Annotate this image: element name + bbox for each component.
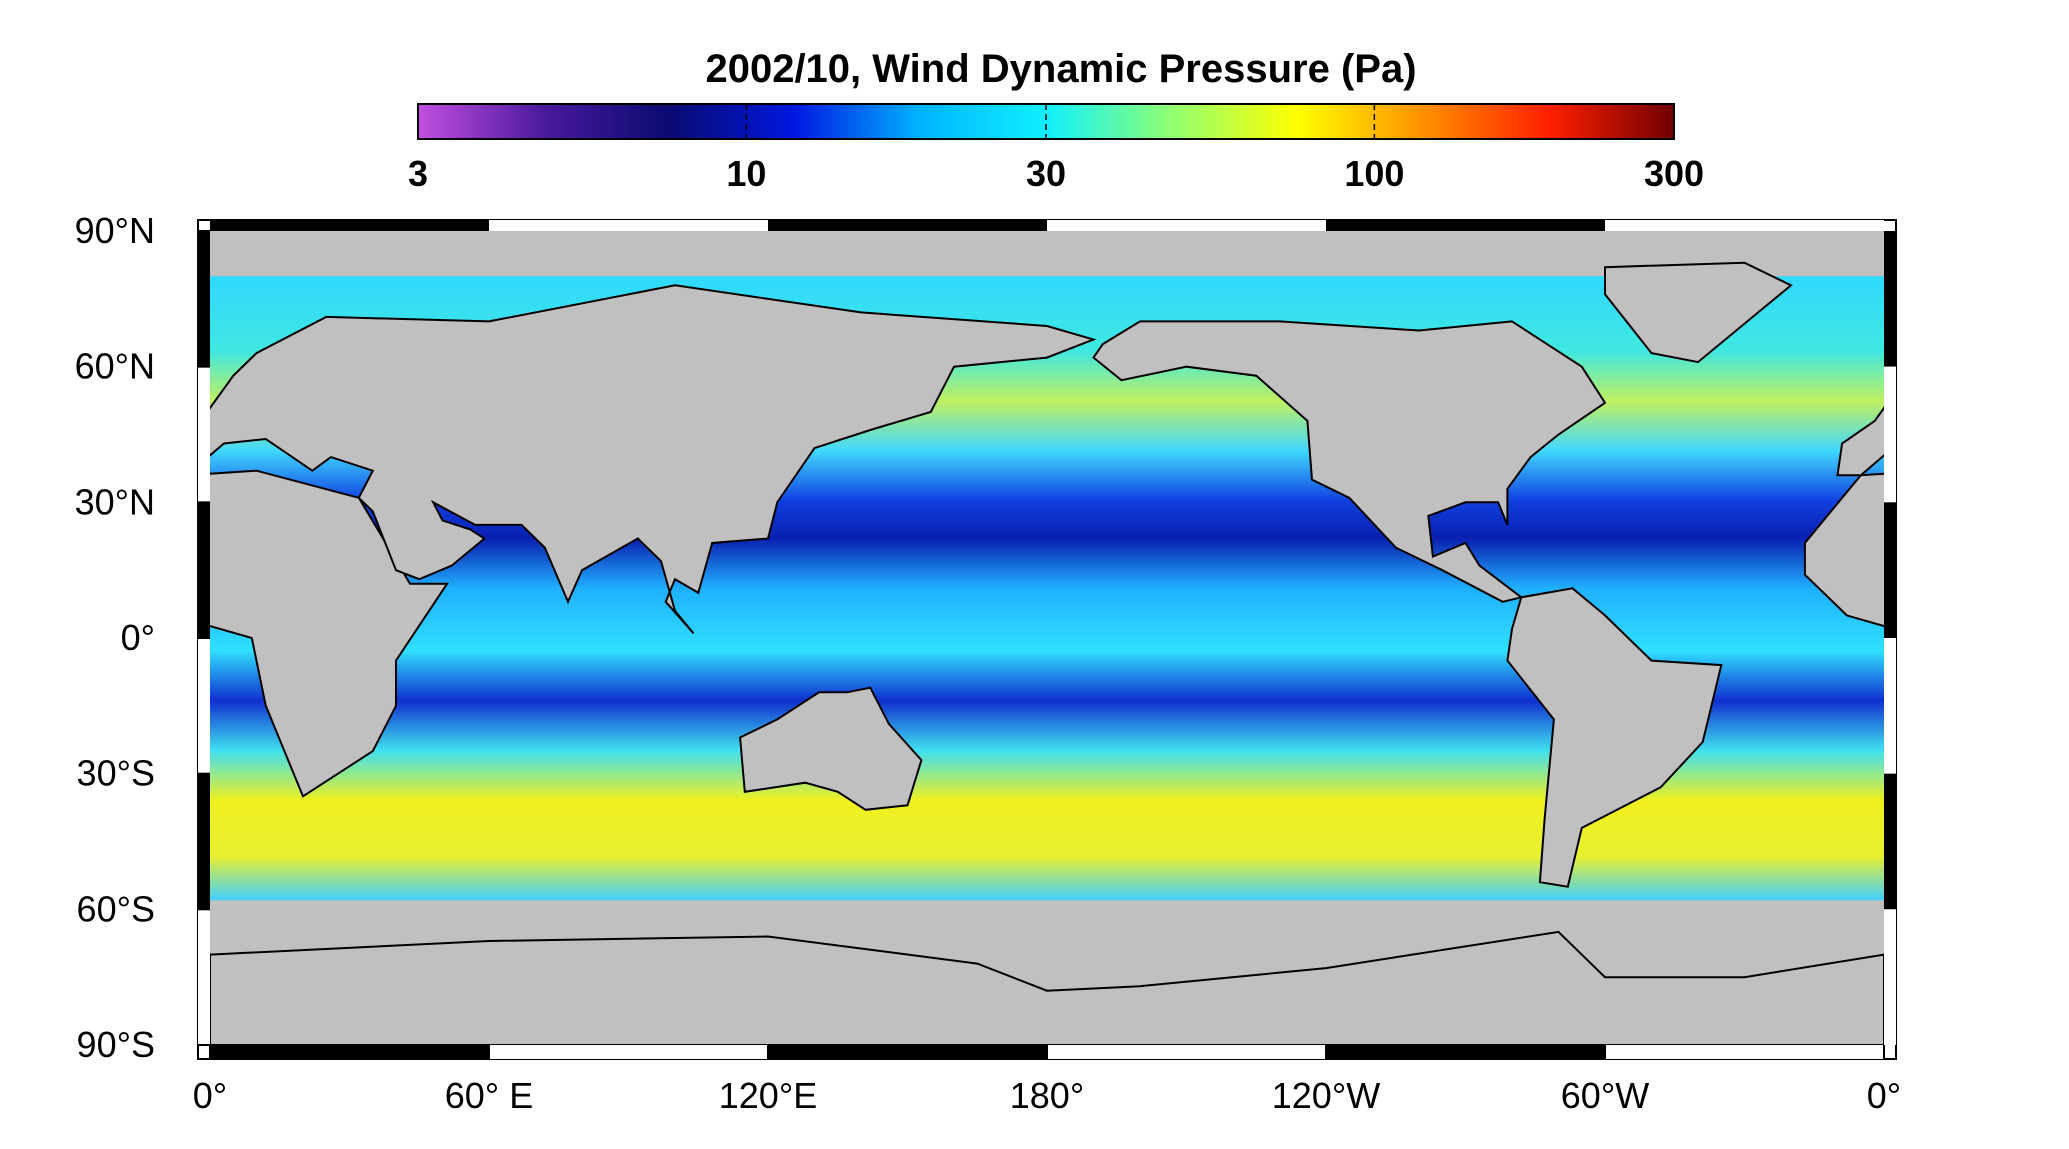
colorbar-tick-label: 300 xyxy=(1644,153,1704,194)
lon-tick-label: 60° E xyxy=(445,1075,533,1116)
frame-bar xyxy=(1884,773,1896,910)
lon-tick-label: 0° xyxy=(193,1075,227,1116)
lon-tick-label: 60°W xyxy=(1561,1075,1649,1116)
frame-bars xyxy=(198,220,1896,1059)
colorbar-tick-label: 100 xyxy=(1344,153,1404,194)
land xyxy=(1836,406,1884,477)
frame-bar xyxy=(1884,638,1896,774)
frame-bar xyxy=(198,638,210,774)
frame-bar xyxy=(198,366,210,503)
lon-tick-label: 0° xyxy=(1867,1075,1901,1116)
land xyxy=(739,686,923,811)
map-area xyxy=(210,231,1884,1045)
lat-tick-label: 30°N xyxy=(75,481,155,522)
frame-bar xyxy=(489,1045,768,1059)
map-title: 2002/10, Wind Dynamic Pressure (Pa) xyxy=(705,47,1416,91)
lon-tick-label: 120°E xyxy=(719,1075,817,1116)
lon-tick-label: 120°W xyxy=(1272,1075,1380,1116)
frame-bar xyxy=(198,502,210,638)
frame-bar xyxy=(1047,220,1326,231)
frame-bar xyxy=(1884,231,1896,367)
lat-tick-label: 0° xyxy=(121,617,155,658)
frame-bar xyxy=(1605,220,1884,231)
frame-bar xyxy=(210,1045,489,1059)
lon-tick-label: 180° xyxy=(1010,1075,1084,1116)
frame-bar xyxy=(1884,909,1896,1045)
land xyxy=(1604,261,1793,364)
frame-bar xyxy=(1326,1045,1605,1059)
colorbar-tick-label: 3 xyxy=(408,153,428,194)
lat-tick-label: 60°S xyxy=(77,888,155,929)
frame-bar xyxy=(1884,366,1896,503)
land xyxy=(1803,472,1884,628)
frame-bar xyxy=(1326,220,1605,231)
lat-tick-label: 90°N xyxy=(75,210,155,251)
land xyxy=(210,284,1097,635)
colorbar-tick-label: 30 xyxy=(1026,153,1066,194)
land xyxy=(210,930,1884,1045)
lat-tick-label: 60°N xyxy=(75,346,155,387)
land xyxy=(1883,953,1884,1045)
frame-bar xyxy=(1047,1045,1326,1059)
frame-bar xyxy=(768,220,1047,231)
frame-bar xyxy=(1605,1045,1884,1059)
lat-tick-label: 90°S xyxy=(77,1024,155,1065)
frame-bar xyxy=(1884,502,1896,638)
frame-bar xyxy=(198,231,210,367)
colorbar-tick-label: 10 xyxy=(726,153,766,194)
frame-bar xyxy=(768,1045,1047,1059)
frame-bar xyxy=(489,220,768,231)
land xyxy=(1092,320,1607,603)
lat-tick-label: 30°S xyxy=(77,753,155,794)
land xyxy=(1506,587,1723,888)
frame-bar xyxy=(198,773,210,910)
frame-bar xyxy=(198,909,210,1045)
frame-bar xyxy=(210,220,489,231)
